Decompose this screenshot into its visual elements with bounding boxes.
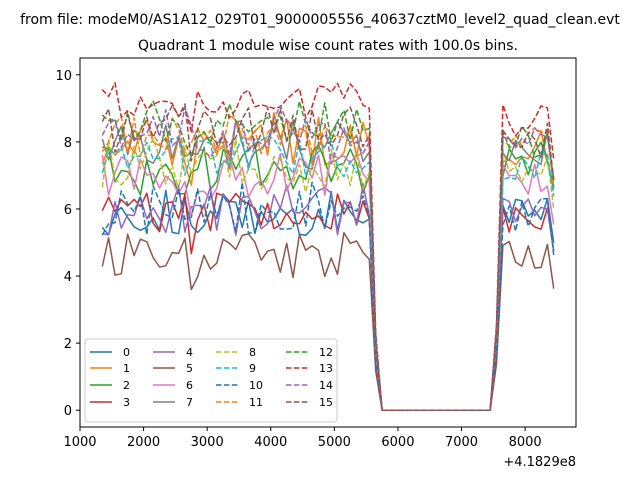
x-tick-label: 5000 xyxy=(318,435,351,450)
y-tick-label: 0 xyxy=(64,404,72,419)
legend-label-15: 15 xyxy=(319,396,333,409)
x-tick-label: 1000 xyxy=(63,435,96,450)
x-tick-label: 6000 xyxy=(381,435,414,450)
legend-label-11: 11 xyxy=(249,396,263,409)
y-tick-label: 8 xyxy=(64,136,72,151)
legend-label-14: 14 xyxy=(319,379,333,392)
legend-label-6: 6 xyxy=(186,379,193,392)
legend-label-13: 13 xyxy=(319,362,333,375)
legend-label-12: 12 xyxy=(319,346,333,359)
legend-label-9: 9 xyxy=(249,362,256,375)
series-line-11 xyxy=(101,113,555,411)
legend-label-2: 2 xyxy=(123,379,130,392)
y-axis: 0 2 4 6 8 10 xyxy=(55,69,80,419)
x-axis: 1000 2000 3000 4000 5000 6000 7000 8000 xyxy=(63,427,542,450)
x-tick-label: 2000 xyxy=(127,435,160,450)
legend-label-5: 5 xyxy=(186,362,193,375)
x-offset-label: +4.1829e8 xyxy=(503,455,576,470)
axes-frame xyxy=(79,57,577,428)
legend-box xyxy=(84,338,338,423)
legend-label-4: 4 xyxy=(186,346,193,359)
series-layer xyxy=(101,82,555,411)
legend-label-3: 3 xyxy=(123,396,130,409)
series-line-15 xyxy=(101,103,555,411)
x-tick-label: 3000 xyxy=(191,435,224,450)
series-line-10 xyxy=(101,181,555,411)
chart-title: Quadrant 1 module wise count rates with … xyxy=(138,38,518,54)
y-tick-label: 10 xyxy=(55,69,72,84)
legend-label-1: 1 xyxy=(123,362,130,375)
legend-label-0: 0 xyxy=(123,346,130,359)
legend-label-7: 7 xyxy=(186,396,193,409)
x-tick-label: 4000 xyxy=(254,435,287,450)
y-tick-label: 6 xyxy=(64,203,72,218)
legend-label-8: 8 xyxy=(249,346,256,359)
series-line-14 xyxy=(101,104,555,411)
figure-suptitle: from file: modeM0/AS1A12_029T01_90000055… xyxy=(20,12,620,28)
series-line-5 xyxy=(101,232,555,411)
legend-label-10: 10 xyxy=(249,379,263,392)
plot-area xyxy=(79,57,577,428)
x-tick-label: 7000 xyxy=(445,435,478,450)
y-tick-label: 4 xyxy=(64,270,72,285)
x-tick-label: 8000 xyxy=(509,435,542,450)
y-tick-label: 2 xyxy=(64,337,72,352)
